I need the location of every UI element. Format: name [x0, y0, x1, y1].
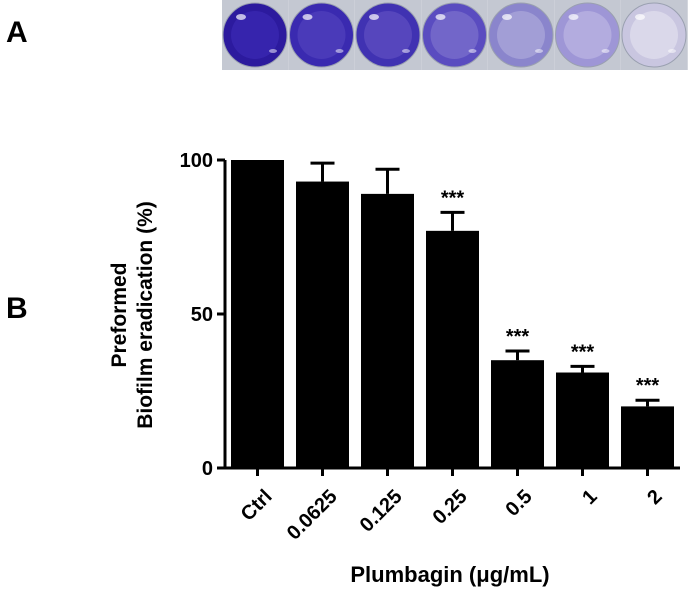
x-axis-label: Plumbagin (μg/mL): [350, 562, 549, 587]
panel-label-b: B: [6, 292, 28, 325]
bar: [426, 230, 479, 468]
crystal-violet-well-strip: [222, 0, 688, 70]
x-tick-label: 0.0625: [283, 486, 342, 545]
x-tick-label: Ctrl: [237, 486, 277, 526]
bar: [621, 406, 674, 468]
bar: [361, 193, 414, 468]
bar-group-3: [361, 167, 414, 468]
x-tick-label: 2: [643, 486, 666, 509]
y-tick-label: 50: [191, 304, 213, 326]
well-5: [488, 0, 554, 70]
x-axis: Ctrl 0.0625 0.125 0.25 0.5 1 2: [223, 466, 680, 545]
bar-group-2: [296, 161, 349, 468]
well-4: [421, 0, 488, 70]
well-7: [621, 0, 687, 70]
bar: [231, 160, 284, 468]
bar: [556, 372, 609, 468]
x-tick-label: 0.5: [501, 486, 536, 521]
y-tick-label: 0: [202, 458, 213, 480]
bar-group-5: ***: [491, 326, 544, 468]
bar-group-1: [231, 160, 284, 468]
bar: [491, 360, 544, 468]
well-2: [288, 0, 355, 70]
significance-label: ***: [636, 375, 660, 397]
well-1: [222, 0, 288, 70]
bars: *** *** *** ***: [231, 160, 674, 468]
bar-group-6: ***: [556, 341, 609, 468]
y-axis-label-line-2: Biofilm eradication (%): [134, 201, 157, 429]
bar: [296, 181, 349, 468]
significance-label: ***: [441, 187, 465, 209]
bar-group-7: ***: [621, 375, 674, 468]
significance-label: ***: [506, 326, 530, 348]
well-3: [355, 0, 421, 70]
x-tick-label: 1: [578, 486, 601, 509]
panel-label-a: A: [6, 16, 28, 49]
well-6: [554, 0, 621, 70]
bar-group-4: ***: [426, 187, 479, 468]
significance-label: ***: [571, 341, 595, 363]
y-tick-label: 100: [180, 150, 213, 172]
x-tick-label: 0.25: [429, 486, 472, 529]
x-tick-label: 0.125: [356, 486, 407, 537]
y-axis: 0 50 100: [180, 150, 227, 480]
y-axis-label-line-1: Preformed: [108, 262, 131, 367]
